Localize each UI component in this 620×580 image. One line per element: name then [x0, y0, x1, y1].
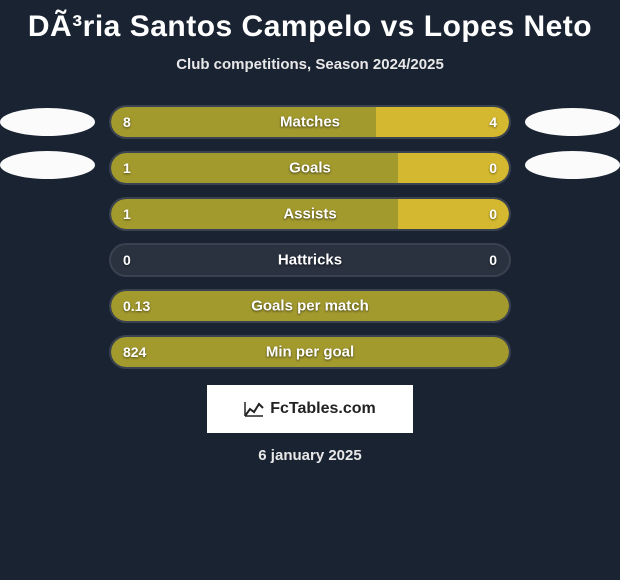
left-value: 1 [123, 160, 131, 176]
bar-track: 1 0 Assists [109, 197, 511, 231]
stat-label: Min per goal [266, 344, 354, 361]
stat-row: 1 0 Assists [10, 197, 610, 231]
stat-label: Goals per match [251, 298, 369, 315]
bar-left-fill [111, 153, 398, 183]
page-title: DÃ³ria Santos Campelo vs Lopes Neto [0, 0, 620, 44]
branding-badge: FcTables.com [207, 385, 413, 433]
date-label: 6 january 2025 [0, 447, 620, 464]
chart-icon [244, 401, 264, 417]
player-logo-left [0, 151, 95, 179]
right-value: 0 [489, 252, 497, 268]
stat-label: Matches [280, 114, 340, 131]
stat-row: 0.13 Goals per match [10, 289, 610, 323]
stat-label: Goals [289, 160, 331, 177]
player-logo-right [525, 108, 620, 136]
bar-track: 0.13 Goals per match [109, 289, 511, 323]
bar-track: 0 0 Hattricks [109, 243, 511, 277]
left-value: 824 [123, 344, 146, 360]
left-value: 1 [123, 206, 131, 222]
right-value: 0 [489, 206, 497, 222]
bar-left-fill [111, 199, 398, 229]
player-logo-right [525, 151, 620, 179]
stat-row: 0 0 Hattricks [10, 243, 610, 277]
stat-label: Hattricks [278, 252, 342, 269]
right-value: 0 [489, 160, 497, 176]
stat-row: 824 Min per goal [10, 335, 610, 369]
right-value: 4 [489, 114, 497, 130]
left-value: 8 [123, 114, 131, 130]
player-logo-left [0, 108, 95, 136]
comparison-chart: 8 4 Matches 1 0 Goals 1 0 Assists 0 0 Hattricks 0.13… [0, 105, 620, 369]
left-value: 0 [123, 252, 131, 268]
stat-label: Assists [283, 206, 336, 223]
subtitle: Club competitions, Season 2024/2025 [0, 56, 620, 73]
left-value: 0.13 [123, 298, 150, 314]
stat-row: 1 0 Goals [10, 151, 610, 185]
bar-track: 8 4 Matches [109, 105, 511, 139]
branding-text: FcTables.com [270, 400, 376, 418]
bar-track: 1 0 Goals [109, 151, 511, 185]
bar-track: 824 Min per goal [109, 335, 511, 369]
stat-row: 8 4 Matches [10, 105, 610, 139]
